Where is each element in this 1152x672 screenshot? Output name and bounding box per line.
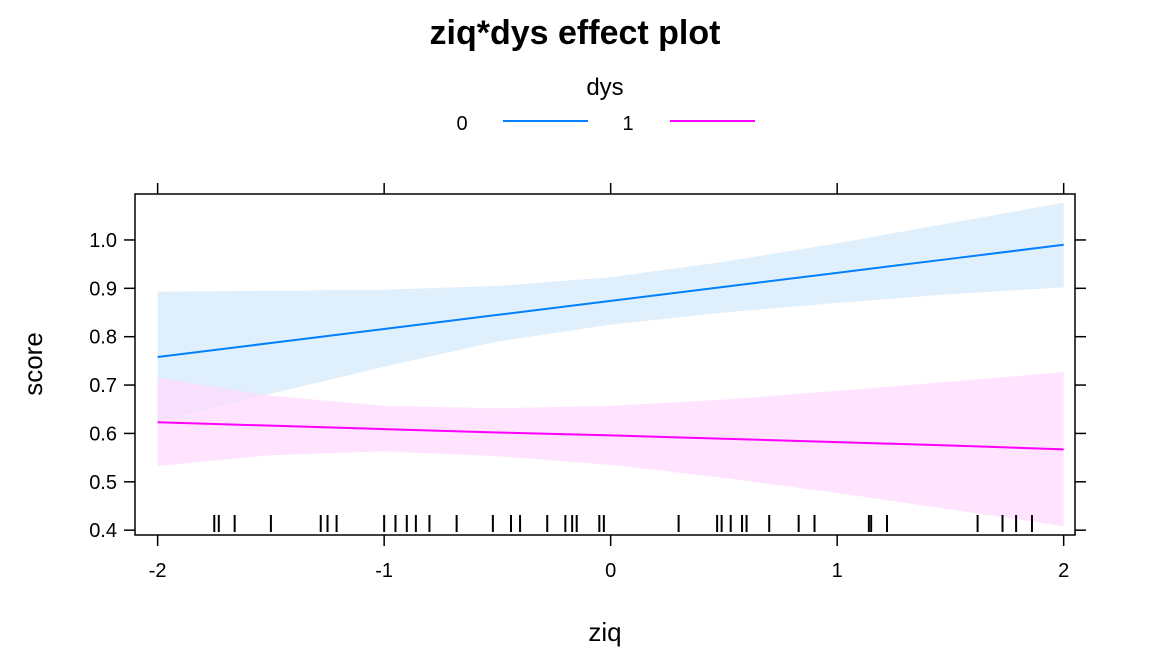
- legend-title: dys: [586, 74, 623, 101]
- plot-frame: [134, 193, 1076, 536]
- y-tick-label: 1.0: [89, 230, 117, 252]
- x-axis-label: ziq: [588, 617, 621, 647]
- series-line-1: [157, 421, 1064, 451]
- y-tick-label: 0.8: [89, 327, 117, 349]
- axes: -2 -1 0 1 2 0.4 0.5 0.6 0.7 0.8 0.9 1.0: [89, 183, 1086, 582]
- x-tick-label: -2: [149, 560, 167, 582]
- legend: dys 0 1: [456, 74, 755, 135]
- confidence-band-0: [157, 202, 1064, 422]
- y-axis-label: score: [18, 332, 48, 396]
- series-line-0: [157, 243, 1064, 358]
- y-tick-label: 0.6: [89, 423, 117, 445]
- rug-marks: [213, 515, 1033, 532]
- confidence-band-1: [157, 371, 1064, 527]
- x-tick-label: 2: [1058, 560, 1069, 582]
- x-tick-label: 0: [605, 560, 616, 582]
- y-tick-label: 0.9: [89, 278, 117, 300]
- series-lines: [157, 243, 1064, 451]
- x-tick-label: -1: [375, 560, 393, 582]
- legend-label-0: 0: [456, 113, 467, 135]
- y-tick-label: 0.4: [89, 520, 117, 542]
- chart-title: ziq*dys effect plot: [430, 14, 721, 52]
- y-tick-label: 0.5: [89, 472, 117, 494]
- x-tick-label: 1: [832, 560, 843, 582]
- legend-label-1: 1: [622, 113, 633, 135]
- confidence-bands: [157, 202, 1064, 527]
- y-tick-label: 0.7: [89, 375, 117, 397]
